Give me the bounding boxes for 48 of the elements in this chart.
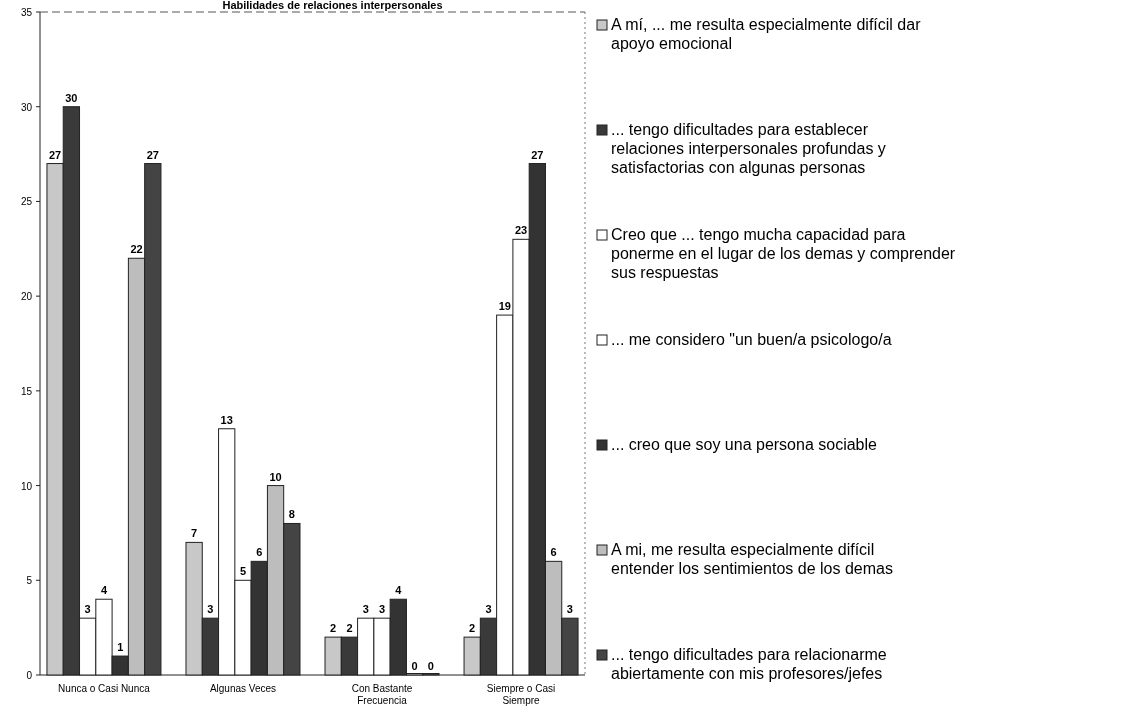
data-label: 13	[220, 413, 233, 426]
data-label: 2	[330, 622, 337, 635]
data-label: 8	[288, 508, 295, 521]
y-tick-label: 25	[20, 196, 33, 208]
data-label: 5	[239, 565, 247, 578]
data-label: 30	[65, 91, 78, 104]
data-label: 0	[427, 660, 434, 672]
data-label: 3	[566, 603, 573, 616]
data-label: 4	[395, 584, 403, 597]
y-tick-label: 0	[26, 670, 33, 681]
data-label: 2	[469, 622, 476, 635]
y-tick-label: 5	[26, 575, 33, 587]
x-tick-label: Siempre o Casi Siempre	[486, 683, 556, 706]
legend-label: ... tengo dificultades para relacionarme abiertamente con mis profesores/jefes	[611, 646, 887, 682]
data-label: 6	[256, 546, 263, 559]
data-label: 4	[100, 584, 108, 597]
data-label: 3	[485, 603, 492, 616]
data-label: 27	[48, 148, 62, 161]
y-tick-label: 30	[20, 101, 33, 113]
data-label: 23	[514, 224, 528, 237]
data-label: 22	[130, 243, 143, 256]
data-label: 10	[269, 470, 282, 483]
y-tick-label: 35	[20, 7, 33, 18]
legend-label: ... tengo dificultades para establecer relaciones interpersonales profundas y satisfactorias con algunas personas	[611, 121, 886, 176]
y-tick-label: 10	[20, 480, 33, 492]
data-label: 1	[117, 641, 124, 654]
data-label: 7	[191, 527, 198, 540]
y-tick-label: 15	[20, 385, 33, 397]
data-label: 3	[207, 603, 214, 616]
x-tick-label: Con Bastante Frecuencia	[351, 683, 413, 706]
data-label: 19	[498, 300, 511, 313]
legend-label: ... me considero "un buen/a psicologo/a	[611, 331, 892, 348]
data-label: 27	[146, 148, 159, 161]
legend-label: Creo que ... tengo mucha capacidad para ponerme en el lugar de los demas y comprender sus respuestas	[611, 226, 956, 281]
data-label: 0	[411, 660, 418, 672]
chart-title: Habilidades de relaciones interpersonales	[222, 0, 443, 11]
x-tick-label: Algunas Veces	[209, 683, 277, 694]
legend-label: ... creo que soy una persona sociable	[611, 436, 878, 453]
x-tick-label: Nunca o Casi Nunca	[58, 683, 151, 694]
legend-label: A mí, ... me resulta especialmente difícil dar apoyo emocional	[611, 16, 922, 52]
data-label: 6	[550, 546, 557, 559]
legend-label: A mi, me resulta especialmente difícil entender los sentimientos de los demas	[611, 541, 893, 577]
data-label: 27	[531, 148, 544, 161]
data-label: 3	[362, 603, 369, 616]
y-tick-label: 20	[20, 291, 33, 303]
data-label: 3	[84, 603, 91, 616]
data-label: 2	[346, 622, 353, 635]
data-label: 3	[378, 603, 386, 616]
